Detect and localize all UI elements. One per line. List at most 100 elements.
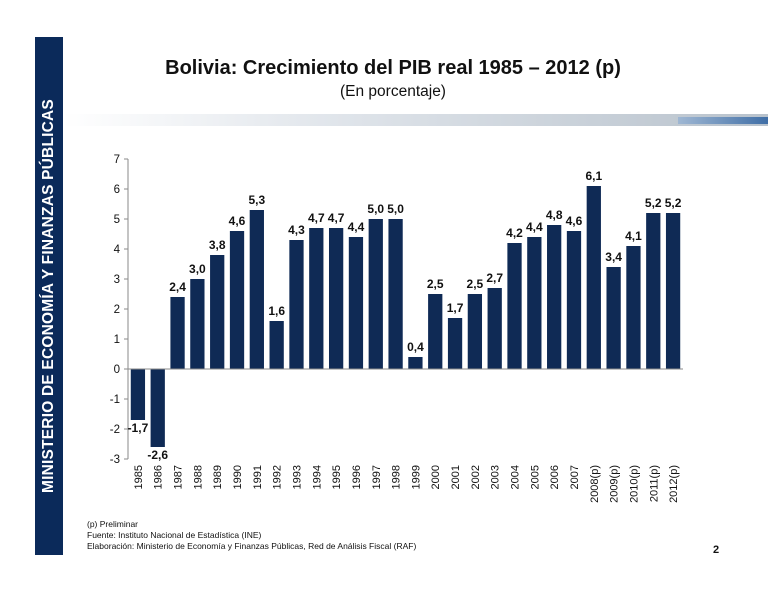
header-rule (63, 114, 768, 126)
x-tick-label: 1998 (391, 465, 403, 489)
data-label: 4,4 (526, 220, 543, 234)
data-label: 4,4 (348, 220, 365, 234)
note-preliminary: (p) Preliminar (87, 519, 139, 529)
bar (527, 237, 542, 369)
bar (467, 294, 483, 369)
bar (210, 255, 225, 369)
bar (665, 213, 681, 369)
x-tick-label: 2007 (569, 465, 581, 489)
data-label: 4,6 (566, 214, 583, 228)
bar (130, 369, 146, 420)
bar (190, 279, 205, 369)
x-tick-label: 2006 (549, 465, 561, 489)
data-label: 6,1 (585, 169, 602, 183)
bar (348, 237, 364, 369)
bar (487, 288, 502, 369)
bar (408, 357, 423, 369)
y-tick-label: -3 (110, 454, 120, 466)
bar (229, 231, 245, 369)
bar (170, 297, 185, 369)
chart-title: Bolivia: Crecimiento del PIB real 1985 –… (165, 57, 621, 79)
bar (309, 228, 324, 369)
bar (269, 321, 284, 369)
x-tick-label: 1994 (311, 465, 323, 489)
x-tick-label: 2001 (450, 465, 462, 489)
x-tick-label: 1993 (291, 465, 303, 489)
data-label: 4,7 (328, 211, 345, 225)
data-label: 5,3 (248, 193, 265, 207)
bar (566, 231, 582, 369)
sidebar-band: MINISTERIO DE ECONOMÍA Y FINANZAS PÚBLIC… (35, 37, 63, 555)
bar (428, 294, 443, 369)
data-label: 1,6 (268, 304, 285, 318)
data-label: 4,8 (546, 208, 563, 222)
x-tick-label: 2000 (430, 465, 442, 489)
y-tick-label: -2 (110, 424, 120, 436)
data-label: 3,8 (209, 238, 226, 252)
bar (249, 210, 264, 369)
chart-subtitle: (En porcentaje) (340, 83, 446, 100)
data-label: 2,7 (486, 271, 503, 285)
y-tick-label: 7 (114, 154, 120, 166)
data-label: 2,5 (427, 277, 444, 291)
bar (606, 267, 621, 369)
x-tick-label: 2002 (470, 465, 482, 489)
bar (328, 228, 344, 369)
x-tick-label: 1987 (173, 465, 185, 489)
x-tick-label: 1985 (133, 465, 145, 489)
data-label: 2,4 (169, 280, 186, 294)
y-tick-label: 3 (114, 274, 120, 286)
page-number: 2 (713, 544, 720, 556)
y-tick-label: 2 (114, 304, 120, 316)
y-tick-label: 5 (114, 214, 120, 226)
header-accent (678, 117, 768, 124)
data-label: 1,7 (447, 301, 464, 315)
data-label: 0,4 (407, 340, 424, 354)
bar (368, 219, 383, 369)
footnotes: (p) Preliminar Fuente: Instituto Naciona… (87, 519, 416, 552)
data-label: 5,2 (665, 196, 682, 210)
data-label: 4,2 (506, 226, 523, 240)
bar (150, 369, 165, 447)
x-tick-label: 1991 (252, 465, 264, 489)
data-label: 5,2 (645, 196, 662, 210)
note-elaboration: Elaboración: Ministerio de Economía y Fi… (87, 541, 417, 551)
x-tick-label: 2011(p) (648, 465, 660, 502)
x-tick-label: 1997 (371, 465, 383, 489)
bar (646, 213, 661, 369)
y-tick-label: 4 (114, 244, 121, 256)
note-source: Fuente: Instituto Nacional de Estadístic… (87, 530, 262, 540)
bar (547, 225, 562, 369)
bar (388, 219, 403, 369)
bar (626, 246, 641, 369)
x-tick-label: 1990 (232, 465, 244, 489)
x-tick-label: 1988 (192, 465, 204, 489)
data-label: 5,0 (387, 202, 404, 216)
x-tick-label: 1999 (410, 465, 422, 489)
data-label: 4,1 (625, 229, 642, 243)
data-label: 4,6 (229, 214, 246, 228)
x-tick-label: 1995 (331, 465, 343, 489)
bar (447, 318, 463, 369)
x-tick-label: 2008(p) (589, 465, 601, 503)
x-tick-label: 1989 (212, 465, 224, 489)
x-tick-label: 2005 (529, 465, 541, 489)
data-label: -1,7 (128, 421, 149, 435)
x-tick-label: 2010(p) (628, 465, 640, 503)
x-tick-label: 1986 (153, 465, 165, 489)
bar (289, 240, 304, 369)
y-tick-label: -1 (110, 394, 120, 406)
data-label: 4,3 (288, 223, 305, 237)
x-tick-label: 2012(p) (668, 465, 680, 503)
y-tick-label: 1 (114, 334, 120, 346)
bar (586, 186, 601, 369)
y-tick-label: 0 (114, 364, 120, 376)
data-label: 5,0 (367, 202, 384, 216)
data-label: 2,5 (467, 277, 484, 291)
x-tick-label: 1992 (272, 465, 284, 489)
bar (507, 243, 522, 369)
x-tick-label: 2009(p) (609, 465, 621, 503)
data-label: -2,6 (147, 448, 168, 462)
x-tick-label: 2004 (510, 465, 522, 489)
data-label: 3,4 (605, 250, 622, 264)
